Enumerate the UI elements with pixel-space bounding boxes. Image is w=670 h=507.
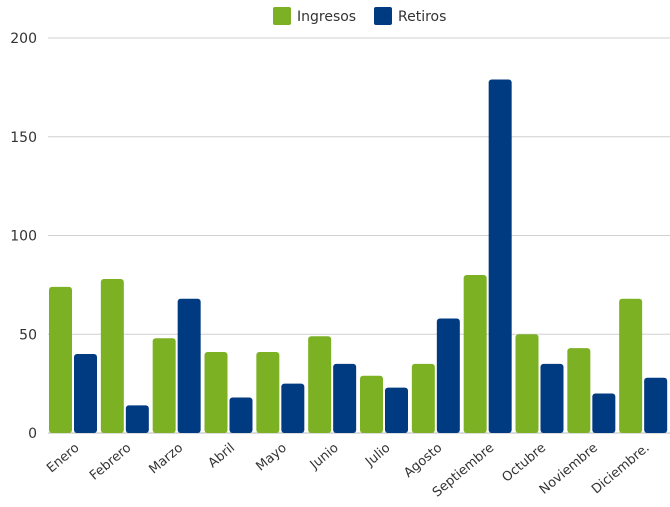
x-tick-label: Mayo [253, 441, 289, 475]
bar-retiros-enero[interactable] [74, 354, 97, 433]
bar-retiros-junio[interactable] [333, 363, 357, 433]
x-tick-label: Julio [362, 441, 393, 471]
bar-retiros-febrero[interactable] [125, 405, 149, 433]
bar-retiros-diciembre[interactable] [644, 377, 668, 433]
y-axis: 0 50 100 150 200 [10, 31, 37, 442]
y-tick-label: 200 [10, 31, 37, 47]
y-tick-label: 150 [10, 130, 37, 146]
bar-ingresos-julio[interactable] [360, 375, 383, 433]
x-tick-label: Diciembre. [589, 441, 653, 498]
bar-ingresos-septiembre[interactable] [463, 275, 487, 433]
y-tick-label: 50 [19, 327, 37, 343]
bar-ingresos-marzo[interactable] [152, 338, 176, 433]
bar-retiros-agosto[interactable] [436, 318, 460, 433]
legend-swatch-ingresos [273, 7, 291, 25]
bar-retiros-mayo[interactable] [281, 383, 305, 433]
legend-label-ingresos: Ingresos [297, 9, 356, 25]
legend-item-retiros[interactable]: Retiros [374, 7, 446, 25]
bar-retiros-octubre[interactable] [540, 363, 564, 433]
x-tick-label: Octubre [499, 441, 549, 486]
bar-retiros-noviembre[interactable] [592, 393, 616, 434]
legend: Ingresos Retiros [273, 7, 446, 25]
bar-ingresos-octubre[interactable] [515, 334, 539, 433]
x-tick-label: Abril [206, 441, 238, 472]
x-tick-label: Junio [307, 441, 342, 474]
bar-ingresos-noviembre[interactable] [567, 348, 591, 433]
legend-label-retiros: Retiros [398, 9, 446, 25]
x-tick-label: Febrero [87, 441, 134, 484]
bar-retiros-marzo[interactable] [177, 298, 201, 433]
x-tick-label: Enero [44, 441, 82, 477]
x-tick-label: Agosto [401, 441, 445, 481]
x-tick-label: Marzo [146, 441, 186, 478]
bars [49, 79, 668, 434]
y-tick-label: 0 [28, 426, 37, 442]
bar-retiros-septiembre[interactable] [488, 79, 512, 433]
bar-retiros-abril[interactable] [229, 397, 253, 433]
bar-ingresos-mayo[interactable] [256, 352, 280, 433]
bar-ingresos-febrero[interactable] [100, 278, 124, 433]
legend-item-ingresos[interactable]: Ingresos [273, 7, 356, 25]
bar-ingresos-diciembre[interactable] [619, 298, 643, 433]
bar-ingresos-abril[interactable] [204, 352, 228, 433]
bar-ingresos-junio[interactable] [308, 336, 332, 433]
gridlines [48, 37, 670, 434]
bar-ingresos-enero[interactable] [49, 286, 72, 433]
x-axis: Enero Febrero Marzo Abril Mayo Junio Julio Agos… [44, 441, 653, 501]
bar-retiros-julio[interactable] [385, 387, 408, 433]
y-tick-label: 100 [10, 229, 37, 245]
legend-swatch-retiros [374, 7, 392, 25]
bar-ingresos-agosto[interactable] [411, 363, 435, 433]
